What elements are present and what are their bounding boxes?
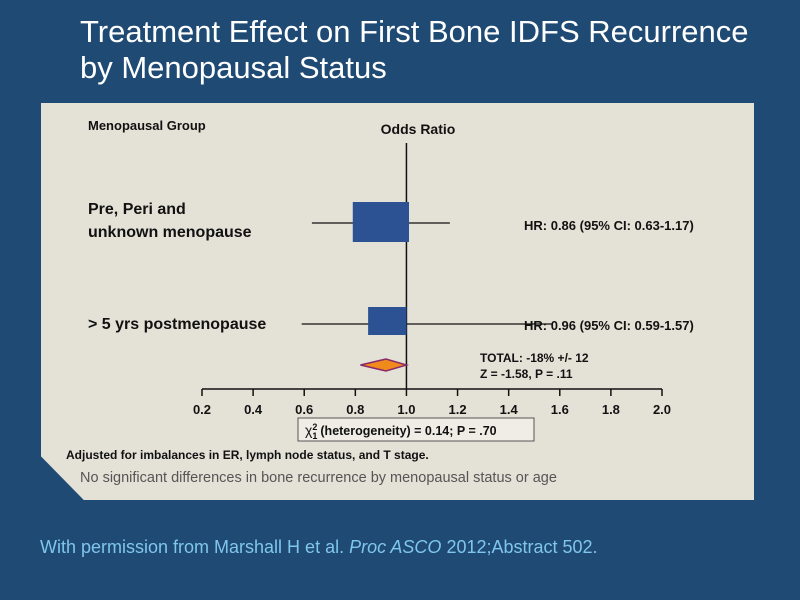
axis-title: Odds Ratio [381, 121, 456, 137]
x-tick-label: 2.0 [653, 402, 671, 417]
total-stats: Z = -1.58, P = .11 [480, 367, 573, 381]
note-text: No significant differences in bone recur… [80, 470, 557, 486]
hr-box [352, 202, 409, 242]
slide-title-line1: Treatment Effect on First Bone IDFS Recu… [80, 14, 749, 49]
citation: With permission from Marshall H et al. P… [40, 537, 598, 558]
x-tick-label: 1.2 [449, 402, 467, 417]
forest-plot: Menopausal Group Odds Ratio Pre, Peri an… [66, 118, 694, 462]
slide-title: Treatment Effect on First Bone IDFS Recu… [80, 14, 780, 86]
chart-panel: Menopausal Group Odds Ratio Pre, Peri an… [41, 103, 754, 500]
forest-row: > 5 yrs postmenopause HR: 0.96 (95% CI: … [88, 307, 694, 335]
x-tick-label: 0.4 [244, 402, 263, 417]
footnote: Adjusted for imbalances in ER, lymph nod… [66, 448, 429, 462]
hr-annotation: HR: 0.96 (95% CI: 0.59-1.57) [524, 318, 694, 333]
row-label-line1: > 5 yrs postmenopause [88, 316, 266, 333]
citation-suffix: 2012;Abstract 502. [441, 537, 598, 557]
citation-journal: Proc ASCO [349, 537, 442, 557]
x-tick-label: 1.6 [551, 402, 569, 417]
forest-row: Pre, Peri and unknown menopause HR: 0.86… [88, 201, 694, 242]
hr-annotation: HR: 0.86 (95% CI: 0.63-1.17) [524, 218, 694, 233]
citation-prefix: With permission from Marshall H et al. [40, 537, 350, 557]
group-header: Menopausal Group [88, 118, 206, 133]
row-label-line2: unknown menopause [88, 224, 252, 241]
hr-box [368, 307, 407, 335]
x-tick-label: 1.4 [500, 402, 519, 417]
total-diamond [360, 358, 410, 372]
x-tick-label: 1.8 [602, 402, 620, 417]
x-tick-label: 0.2 [193, 402, 211, 417]
x-tick-label: 1.0 [397, 402, 415, 417]
heterogeneity-text: χ2 1 (heterogeneity) = 0.14; P = .70 [305, 422, 497, 441]
x-tick-label: 0.6 [295, 402, 313, 417]
x-axis-ticks: 0.2 0.4 0.6 0.8 1.0 1.2 1.4 1.6 1.8 2.0 [193, 389, 671, 417]
row-label-line1: Pre, Peri and [88, 201, 186, 218]
slide-title-line2: by Menopausal Status [80, 50, 387, 85]
total-label: TOTAL: -18% +/- 12 [480, 351, 589, 365]
heterogeneity-box [297, 417, 535, 442]
x-tick-label: 0.8 [346, 402, 364, 417]
